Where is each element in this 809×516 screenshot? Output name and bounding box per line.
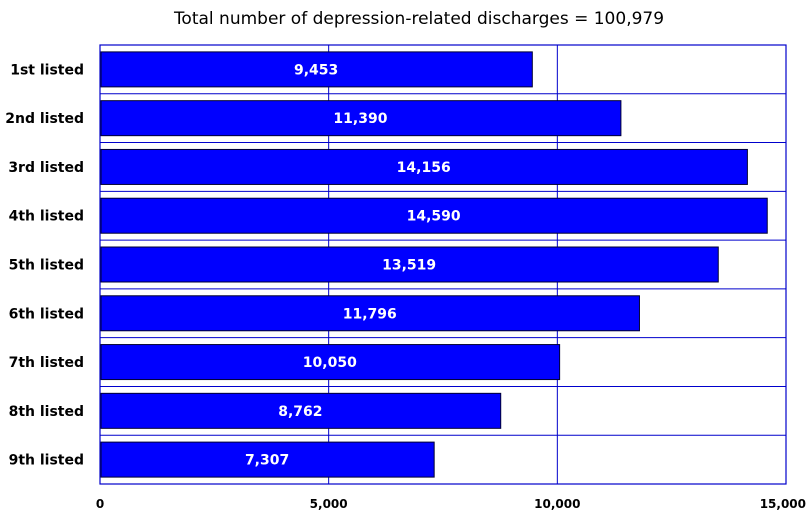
x-tick-labels: 0 5,000 10,000 15,000 [96,497,806,511]
bar [100,295,640,332]
x-tick-label: 0 [96,497,104,511]
bar [100,197,768,234]
data-label: 9,453 [294,62,338,78]
bar [100,148,748,185]
data-label: 11,796 [343,306,397,322]
bar [100,246,719,283]
bar [100,51,533,88]
category-labels: 1st listed 2nd listed 3rd listed 4th listed… [5,62,84,468]
category-label: 4th listed [9,209,84,225]
data-label: 11,390 [333,111,387,127]
x-tick-label: 15,000 [760,497,806,511]
category-label: 5th listed [9,258,84,274]
category-label: 6th listed [9,306,84,322]
bars-group: 9,453 11,390 14,156 14,590 13,519 11,796 10,05… [100,51,768,478]
category-label: 2nd listed [5,111,84,127]
data-label: 14,156 [397,160,451,176]
category-label: 3rd listed [8,160,84,176]
data-label: 14,590 [407,209,461,225]
data-label: 13,519 [382,258,436,274]
data-label: 7,307 [245,453,289,469]
x-tick-label: 10,000 [534,497,580,511]
category-label: 7th listed [9,355,84,371]
bar [100,344,561,381]
category-label: 1st listed [10,62,84,78]
bar [100,441,435,478]
category-label: 8th listed [9,404,84,420]
data-label: 10,050 [303,355,357,371]
bar [100,392,502,429]
chart-title: Total number of depression-related disch… [173,9,664,29]
bar [100,100,622,137]
category-label: 9th listed [9,453,84,469]
x-tick-label: 5,000 [310,497,348,511]
data-label: 8,762 [278,404,322,420]
